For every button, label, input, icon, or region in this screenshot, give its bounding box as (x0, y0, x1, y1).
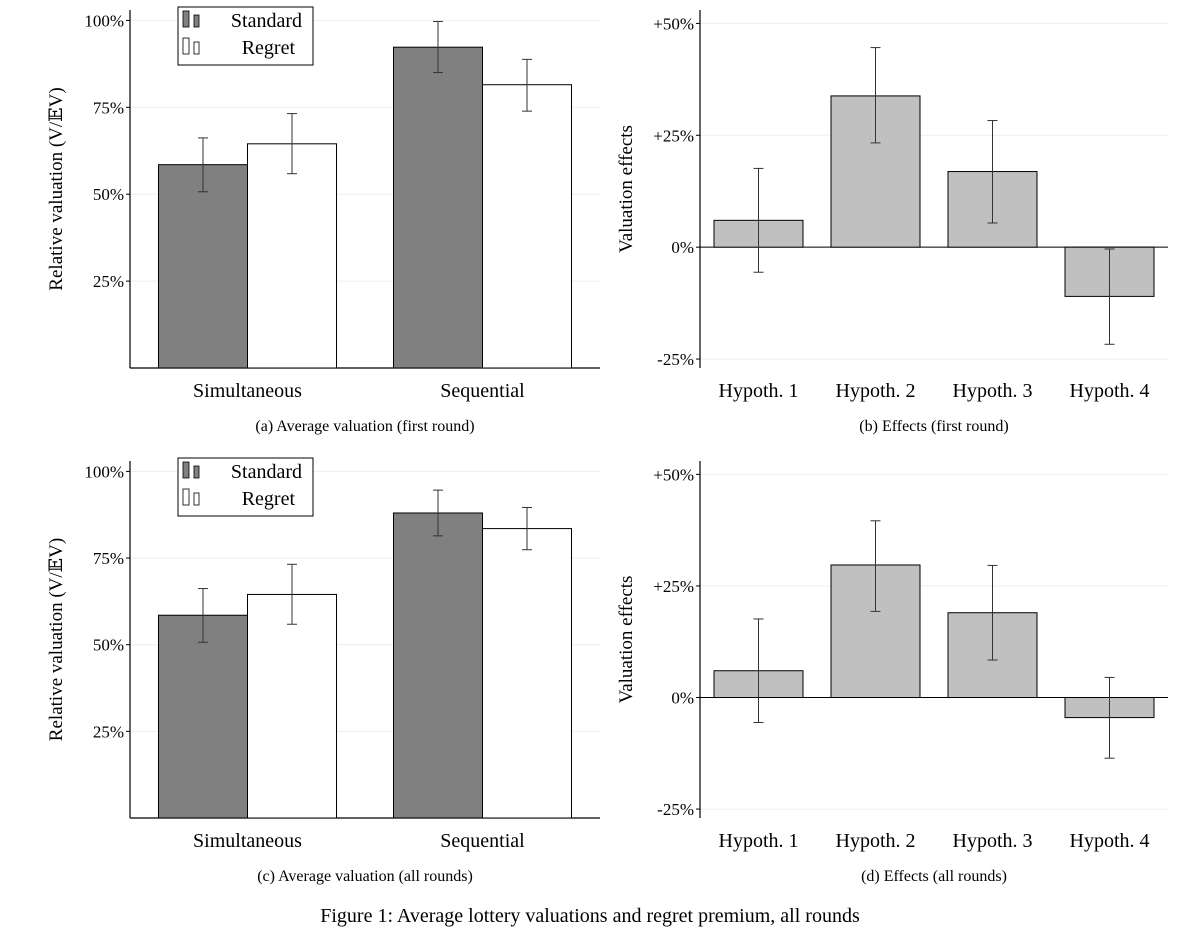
bar-regret (482, 84, 572, 369)
legend-swatch-standard (193, 14, 200, 28)
subfigure-caption: (d) Effects (all rounds) (861, 868, 1007, 885)
subfigure-caption: (b) Effects (first round) (859, 418, 1008, 435)
legend-swatch-regret (182, 37, 190, 55)
y-axis-label: Relative valuation (V/𝔼V) (46, 87, 67, 290)
y-tick-label: +25% (653, 126, 694, 145)
chart-panel-c: 25% 50% 75% 100% Relative valuation (V/𝔼V) (c… (46, 457, 600, 885)
legend-swatch-regret (193, 41, 200, 55)
figure-caption: Figure 1: Average lottery valuations and… (320, 905, 860, 927)
y-tick-label: 100% (84, 11, 124, 30)
y-tick-label: -25% (657, 350, 694, 369)
chart-panel-d: -25% 0% +25% +50% Valuation effects (d) Effec… (616, 461, 1168, 885)
category-label: Hypoth. 4 (1070, 830, 1150, 852)
chart-panel-a: 25% 50% 75% 100% Relative valuation (V/𝔼V) (a… (46, 6, 600, 435)
y-axis-label: Relative valuation (V/𝔼V) (46, 538, 67, 741)
category-label: Simultaneous (193, 830, 302, 852)
category-label: Hypoth. 2 (836, 830, 916, 852)
legend-swatch-standard (182, 10, 190, 28)
category-label: Simultaneous (193, 380, 302, 402)
y-tick-label: 25% (93, 272, 124, 291)
category-label: Sequential (440, 830, 525, 852)
legend-swatch-standard (182, 461, 190, 479)
bar-standard (158, 164, 248, 369)
y-tick-label: 0% (671, 238, 694, 257)
bar-standard (158, 614, 248, 819)
y-tick-label: -25% (657, 800, 694, 819)
category-label: Hypoth. 3 (953, 380, 1033, 402)
y-axis-label: Valuation effects (616, 125, 637, 253)
y-tick-label: 50% (93, 636, 124, 655)
legend-label-regret: Regret (242, 37, 296, 59)
y-tick-label: +25% (653, 577, 694, 596)
legend-label-regret: Regret (242, 488, 296, 510)
y-tick-label: +50% (653, 465, 694, 484)
category-label: Hypoth. 1 (719, 830, 799, 852)
legend-box (177, 457, 314, 517)
category-label: Hypoth. 3 (953, 830, 1033, 852)
bar-regret (247, 593, 337, 819)
legend-label-standard: Standard (231, 461, 302, 483)
bar-regret (482, 528, 572, 819)
y-tick-label: +50% (653, 14, 694, 33)
chart-panel-b: -25% 0% +25% +50% Valuation effects (b) Effec… (616, 10, 1168, 435)
category-label: Hypoth. 2 (836, 380, 916, 402)
y-tick-label: 50% (93, 185, 124, 204)
category-label: Hypoth. 4 (1070, 380, 1150, 402)
category-label: Sequential (440, 380, 525, 402)
y-tick-label: 100% (84, 462, 124, 481)
y-tick-label: 0% (671, 689, 694, 708)
subfigure-caption: (c) Average valuation (all rounds) (257, 868, 473, 885)
y-tick-label: 25% (93, 722, 124, 741)
bar-standard (393, 512, 483, 819)
legend-swatch-regret (193, 492, 200, 506)
legend-box (177, 6, 314, 66)
legend-swatch-standard (193, 465, 200, 479)
category-label: Hypoth. 1 (719, 380, 799, 402)
subfigure-caption: (a) Average valuation (first round) (255, 418, 474, 435)
y-axis-label: Valuation effects (616, 576, 637, 704)
bar-regret (247, 143, 337, 369)
legend-label-standard: Standard (231, 10, 302, 32)
legend-swatch-regret (182, 488, 190, 506)
y-tick-label: 75% (93, 549, 124, 568)
y-tick-label: 75% (93, 98, 124, 117)
bar-standard (393, 46, 483, 369)
